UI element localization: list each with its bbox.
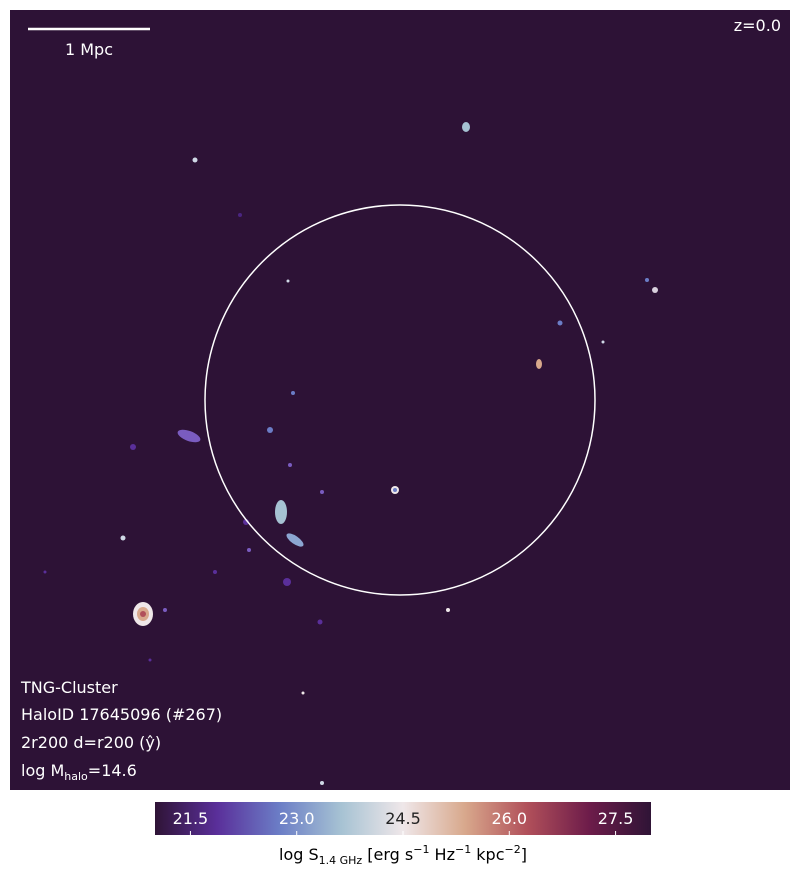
r200-circle: [204, 204, 596, 596]
cb-label-part: log S: [279, 845, 319, 864]
cb-label-sup: −1: [413, 843, 429, 856]
cb-label-sup: −2: [505, 843, 521, 856]
mass-text: log M: [21, 761, 64, 780]
colorbar-tick-label: 21.5: [173, 809, 209, 828]
redshift: z=0.0: [734, 16, 781, 35]
cb-label-sub: 1.4 GHz: [319, 854, 363, 867]
colorbar-label: log S1.4 GHz [erg s−1 Hz−1 kpc−2]: [279, 843, 527, 867]
projection: 2r200 d=r200 (ŷ): [21, 733, 161, 752]
colorbar-tick-label: 24.5: [385, 809, 421, 828]
cb-label-part: ]: [521, 845, 527, 864]
emission-blobs: [43, 122, 658, 785]
mass-subscript: halo: [64, 770, 88, 783]
cb-label-sup: −1: [455, 843, 471, 856]
colorbar-tick-label: 26.0: [491, 809, 527, 828]
halo-id: HaloID 17645096 (#267): [21, 705, 222, 724]
cb-label-part: kpc: [471, 845, 504, 864]
colorbar: [155, 802, 651, 835]
map-background: [10, 10, 790, 790]
scale-label: 1 Mpc: [65, 40, 113, 59]
halo-mass: log Mhalo=14.6: [21, 761, 137, 783]
colorbar-tick-label: 27.5: [598, 809, 634, 828]
cb-label-part: [erg s: [362, 845, 413, 864]
mass-value: =14.6: [88, 761, 137, 780]
simulation: TNG-Cluster: [20, 678, 118, 697]
cb-label-part: Hz: [429, 845, 455, 864]
colorbar-tick-label: 23.0: [279, 809, 315, 828]
